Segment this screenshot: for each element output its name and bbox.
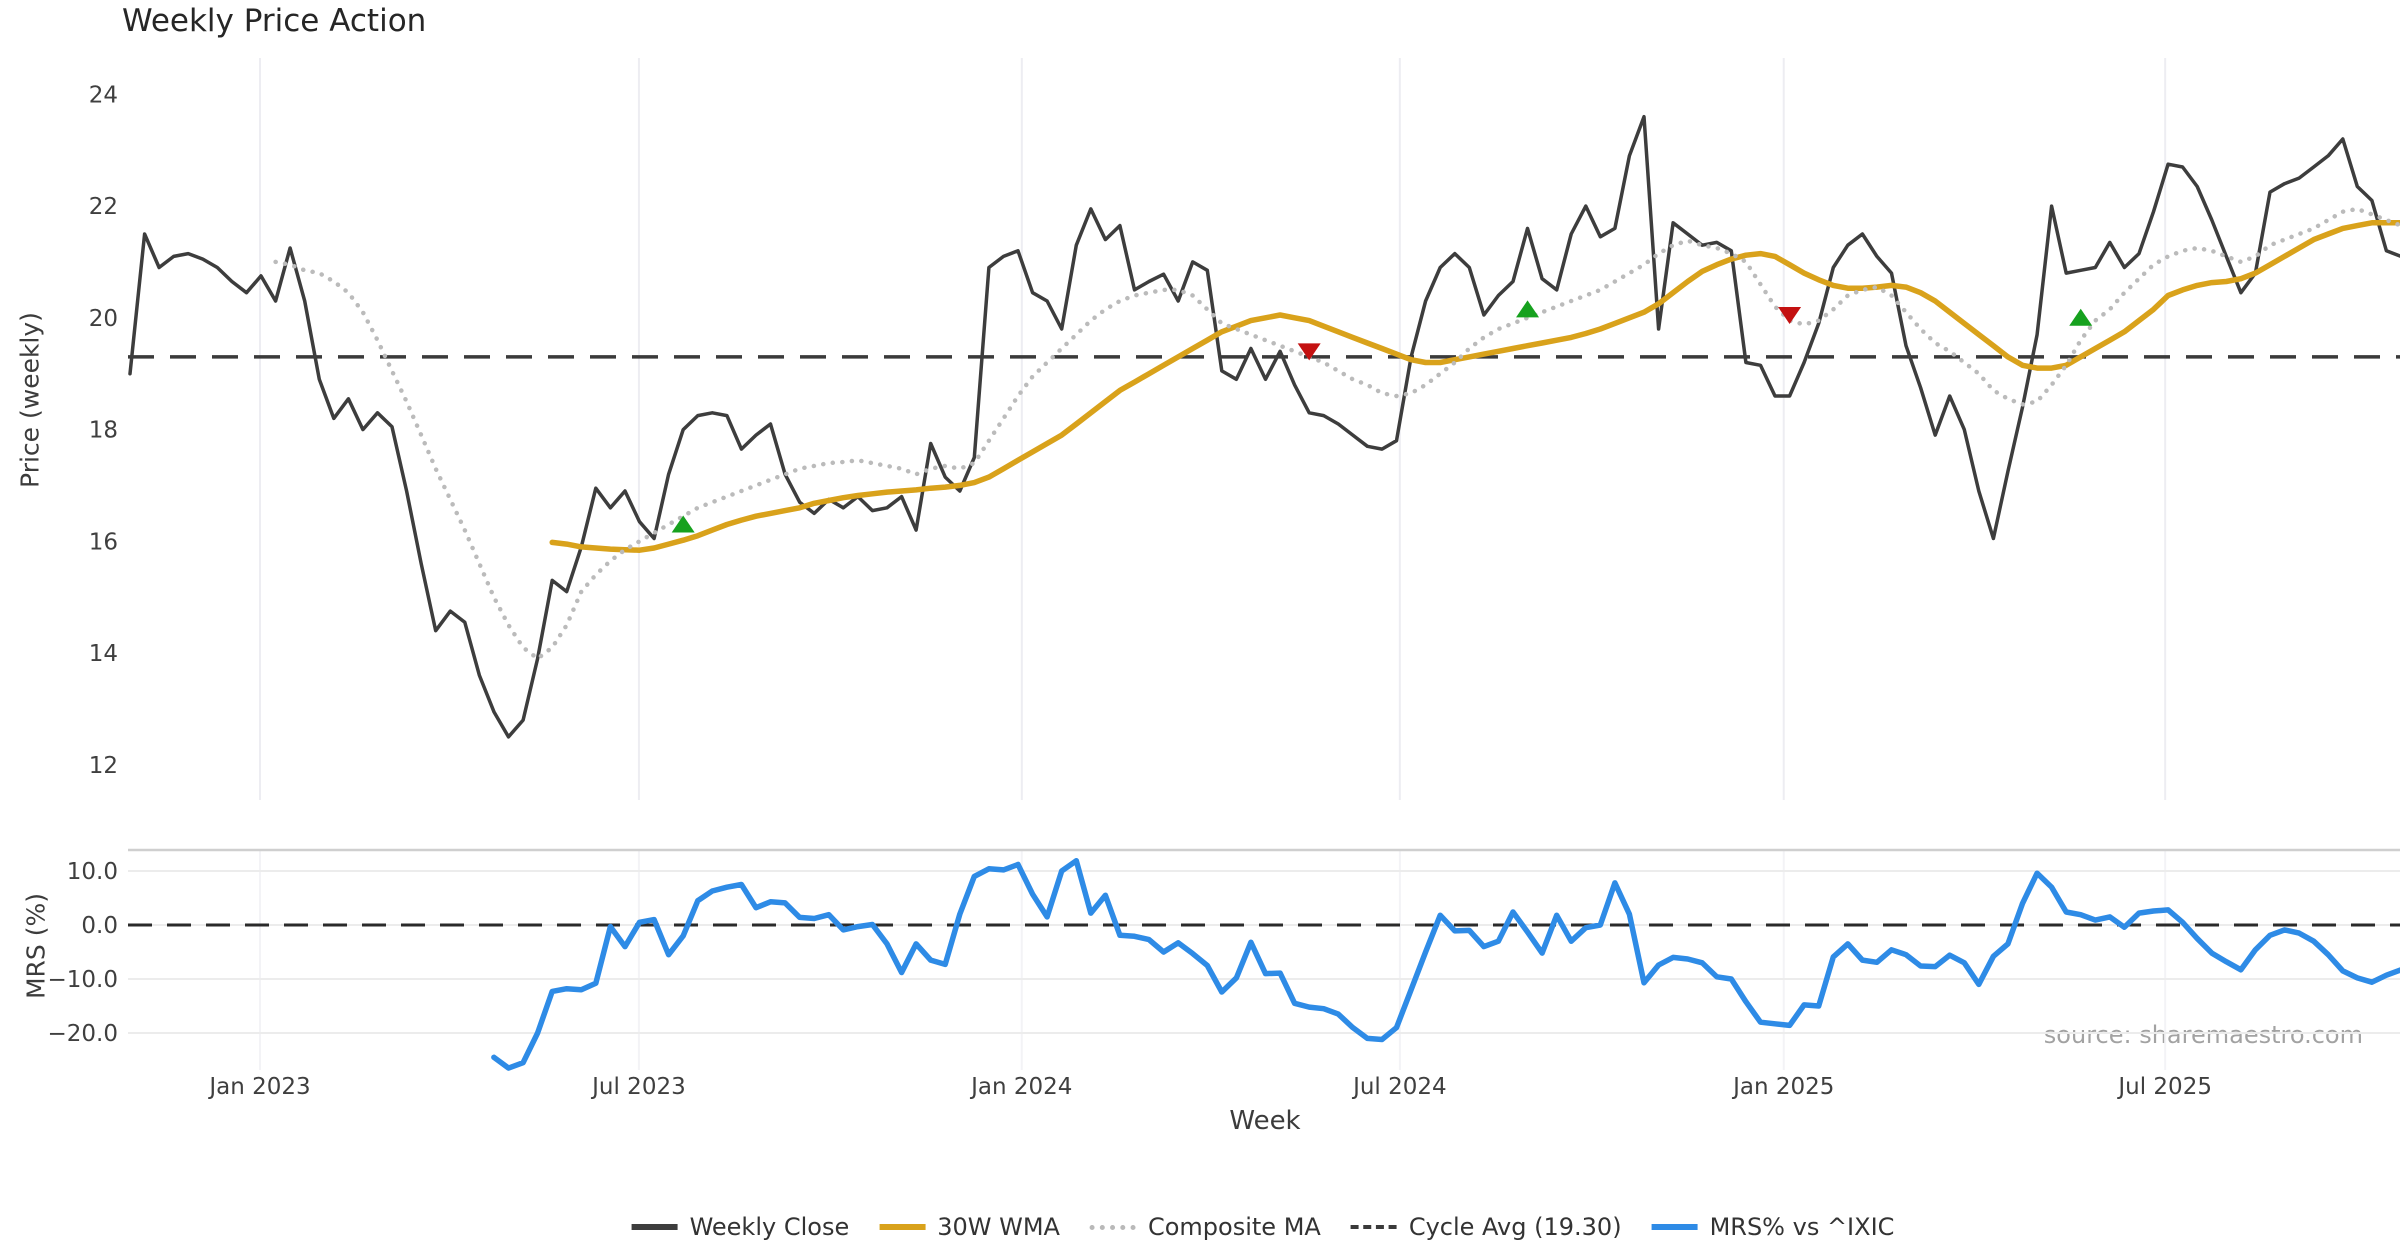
price-y-tick-label: 14 — [89, 641, 118, 667]
mrs-y-tick-label: −10.0 — [48, 967, 118, 993]
axis-tick-labels: Jan 2023 Jul 2023 Jan 2024 Jul 2024 Jan 2025… — [48, 82, 2212, 1100]
legend-item-composite-ma: Composite MA — [1089, 1213, 1321, 1241]
mrs-y-tick-label: −20.0 — [48, 1021, 118, 1047]
buy-signal-marker — [671, 515, 695, 533]
data-series — [128, 114, 2400, 1071]
legend-item-mrs: MRS% vs ^IXIC — [1651, 1213, 1895, 1241]
price-y-tick-label: 24 — [89, 82, 118, 108]
series-weekly-close — [128, 114, 2400, 739]
x-tick-label: Jul 2023 — [590, 1074, 686, 1100]
composite-ma-line-swatch-icon — [1089, 1224, 1136, 1230]
legend-label: Cycle Avg (19.30) — [1408, 1213, 1622, 1241]
price-y-tick-label: 22 — [89, 194, 118, 220]
buy-signal-marker — [1516, 300, 1540, 318]
legend-item-cycle-avg: Cycle Avg (19.30) — [1350, 1213, 1622, 1241]
legend-label: Weekly Close — [689, 1213, 850, 1241]
mrs-y-tick-label: 0.0 — [81, 913, 118, 939]
series-30w-wma — [549, 220, 2400, 553]
series-mrs-vs-ixic — [491, 857, 2400, 1071]
signal-markers — [671, 300, 2093, 533]
x-tick-label: Jan 2023 — [207, 1074, 310, 1100]
price-y-tick-label: 12 — [89, 753, 118, 779]
sell-signal-marker — [1778, 307, 1802, 325]
source-attribution: source: sharemaestro.com — [2043, 1021, 2363, 1049]
wma-line-swatch-icon — [879, 1224, 926, 1230]
legend-label: MRS% vs ^IXIC — [1709, 1213, 1895, 1241]
price-y-tick-label: 20 — [89, 306, 118, 332]
legend-label: Composite MA — [1147, 1213, 1321, 1241]
mrs-line-swatch-icon — [1651, 1224, 1698, 1230]
chart-legend: Weekly Close 30W WMA Composite MA Cycle … — [631, 1213, 1895, 1241]
legend-item-30w-wma: 30W WMA — [879, 1213, 1060, 1241]
reference-lines — [128, 355, 2400, 927]
cycle-avg-line-swatch-icon — [1350, 1225, 1397, 1229]
x-tick-label: Jan 2025 — [1731, 1074, 1834, 1100]
price-y-tick-label: 16 — [89, 529, 118, 555]
legend-label: 30W WMA — [937, 1213, 1060, 1241]
x-axis-label: Week — [1229, 1106, 1301, 1136]
buy-signal-marker — [2069, 308, 2093, 326]
x-tick-label: Jan 2024 — [969, 1074, 1072, 1100]
price-y-tick-label: 18 — [89, 418, 118, 444]
weekly-close-line-swatch-icon — [631, 1224, 678, 1230]
gridlines — [128, 58, 2400, 1070]
sell-signal-marker — [1297, 343, 1321, 361]
series-composite-ma — [273, 206, 2400, 661]
chart-title: Weekly Price Action — [122, 3, 427, 39]
x-tick-label: Jul 2025 — [2116, 1074, 2212, 1100]
x-tick-label: Jul 2024 — [1351, 1074, 1447, 1100]
legend-item-weekly-close: Weekly Close — [631, 1213, 850, 1241]
mrs-y-tick-label: 10.0 — [67, 859, 118, 885]
